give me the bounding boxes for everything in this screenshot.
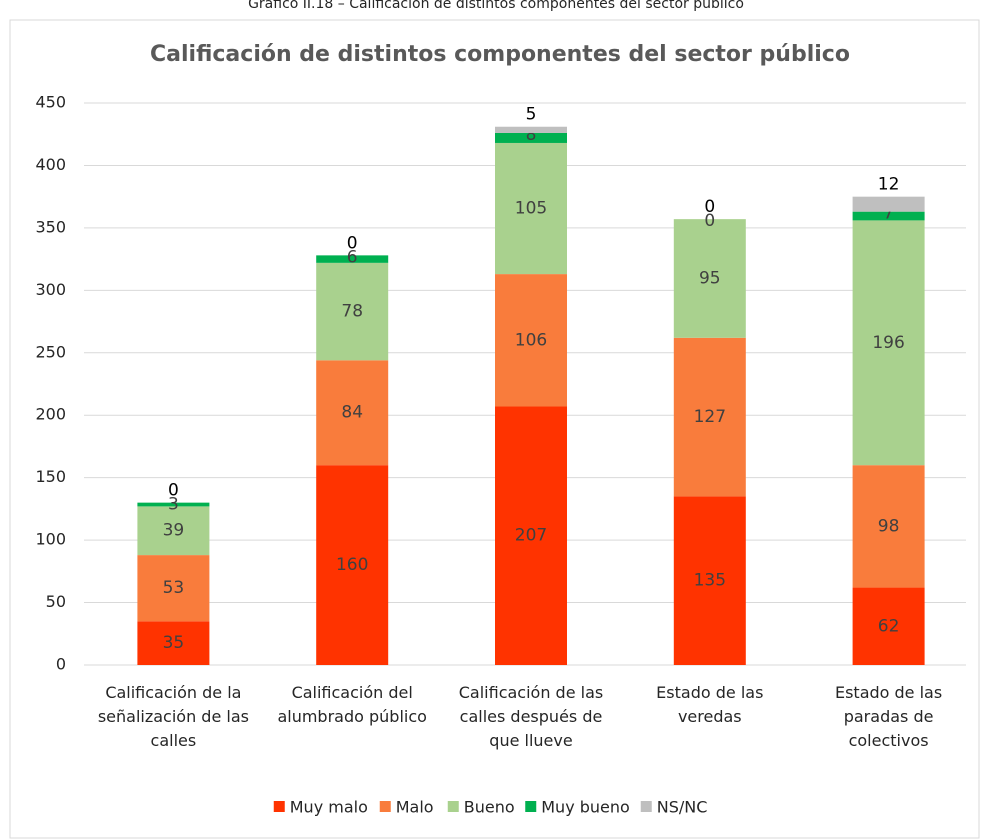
data-label: 106 xyxy=(515,330,547,350)
x-tick-label: Estado de las paradas de colectivos xyxy=(834,683,943,750)
chart-frame xyxy=(9,19,980,839)
bar-segment xyxy=(137,555,210,622)
data-label: 0 xyxy=(704,211,715,231)
bar-segment xyxy=(316,262,389,361)
y-tick-label: 350 xyxy=(35,217,66,236)
x-tick-label: Calificación de la señalización de las c… xyxy=(97,683,249,750)
y-tick-label: 300 xyxy=(35,280,66,299)
legend-label: Muy bueno xyxy=(541,798,630,817)
data-label: 84 xyxy=(341,403,363,423)
legend-label: Malo xyxy=(396,798,434,817)
bar-segment xyxy=(316,360,389,466)
data-label: 62 xyxy=(878,616,900,636)
data-label: 39 xyxy=(163,521,185,541)
data-label: 196 xyxy=(872,333,904,353)
x-tick-label: Estado de las veredas xyxy=(656,683,764,726)
x-tick-label: Calificación del alumbrado público xyxy=(277,683,427,726)
data-label: 105 xyxy=(515,199,547,219)
legend-swatch xyxy=(447,801,459,812)
x-tick-label: Calificación de las calles después de qu… xyxy=(458,683,604,750)
bar-segment xyxy=(852,211,925,221)
y-tick-label: 50 xyxy=(46,592,66,611)
bar-segment xyxy=(852,196,925,212)
data-label: 127 xyxy=(694,407,726,427)
data-label: 98 xyxy=(878,516,900,536)
bar-segment xyxy=(137,502,210,507)
bar-segment xyxy=(495,142,567,275)
bar-segment xyxy=(495,406,567,665)
legend-swatch xyxy=(273,801,285,812)
bar-segment xyxy=(673,496,746,665)
bar-segment xyxy=(673,219,746,338)
bar-segment xyxy=(137,621,210,665)
chart-title: Calificación de distintos componentes de… xyxy=(150,42,850,67)
data-label: 12 xyxy=(878,175,900,195)
data-label: 0 xyxy=(347,233,358,253)
data-label: 3 xyxy=(168,495,179,515)
y-tick-label: 0 xyxy=(56,655,66,674)
data-label: 5 xyxy=(526,105,537,125)
y-tick-label: 400 xyxy=(35,155,66,174)
data-label: 95 xyxy=(699,268,721,288)
data-label: 78 xyxy=(341,302,363,322)
data-label: 160 xyxy=(336,555,368,575)
legend-label: Muy malo xyxy=(290,798,368,817)
data-label: 0 xyxy=(704,197,715,217)
y-tick-label: 200 xyxy=(35,405,66,424)
legend-label: Bueno xyxy=(464,798,515,817)
bar-segment xyxy=(852,220,925,466)
data-label: 135 xyxy=(694,571,726,591)
data-label: 6 xyxy=(347,247,358,267)
bar-segment xyxy=(852,587,925,665)
data-label: 7 xyxy=(883,204,894,224)
data-label: 35 xyxy=(163,633,185,653)
bar-segment xyxy=(495,126,567,133)
y-tick-label: 150 xyxy=(35,467,66,486)
legend-swatch xyxy=(525,801,537,812)
data-label: 53 xyxy=(163,578,185,598)
legend-swatch xyxy=(379,801,391,812)
y-tick-label: 450 xyxy=(35,93,66,112)
y-tick-label: 100 xyxy=(35,530,66,549)
bar-segment xyxy=(495,132,567,143)
legend-label: NS/NC xyxy=(657,798,708,817)
y-tick-label: 250 xyxy=(35,342,66,361)
bar-segment xyxy=(316,465,389,665)
data-label: 8 xyxy=(526,125,537,145)
caption: Gráfico II.18 – Calificación de distinto… xyxy=(248,0,744,12)
data-label: 207 xyxy=(515,526,547,546)
bar-segment xyxy=(673,337,746,497)
bar-segment xyxy=(852,465,925,588)
legend-swatch xyxy=(640,801,652,812)
bar-segment xyxy=(137,506,210,556)
bar-segment xyxy=(316,255,389,263)
bar-segment xyxy=(495,274,567,407)
data-label: 0 xyxy=(168,481,179,501)
